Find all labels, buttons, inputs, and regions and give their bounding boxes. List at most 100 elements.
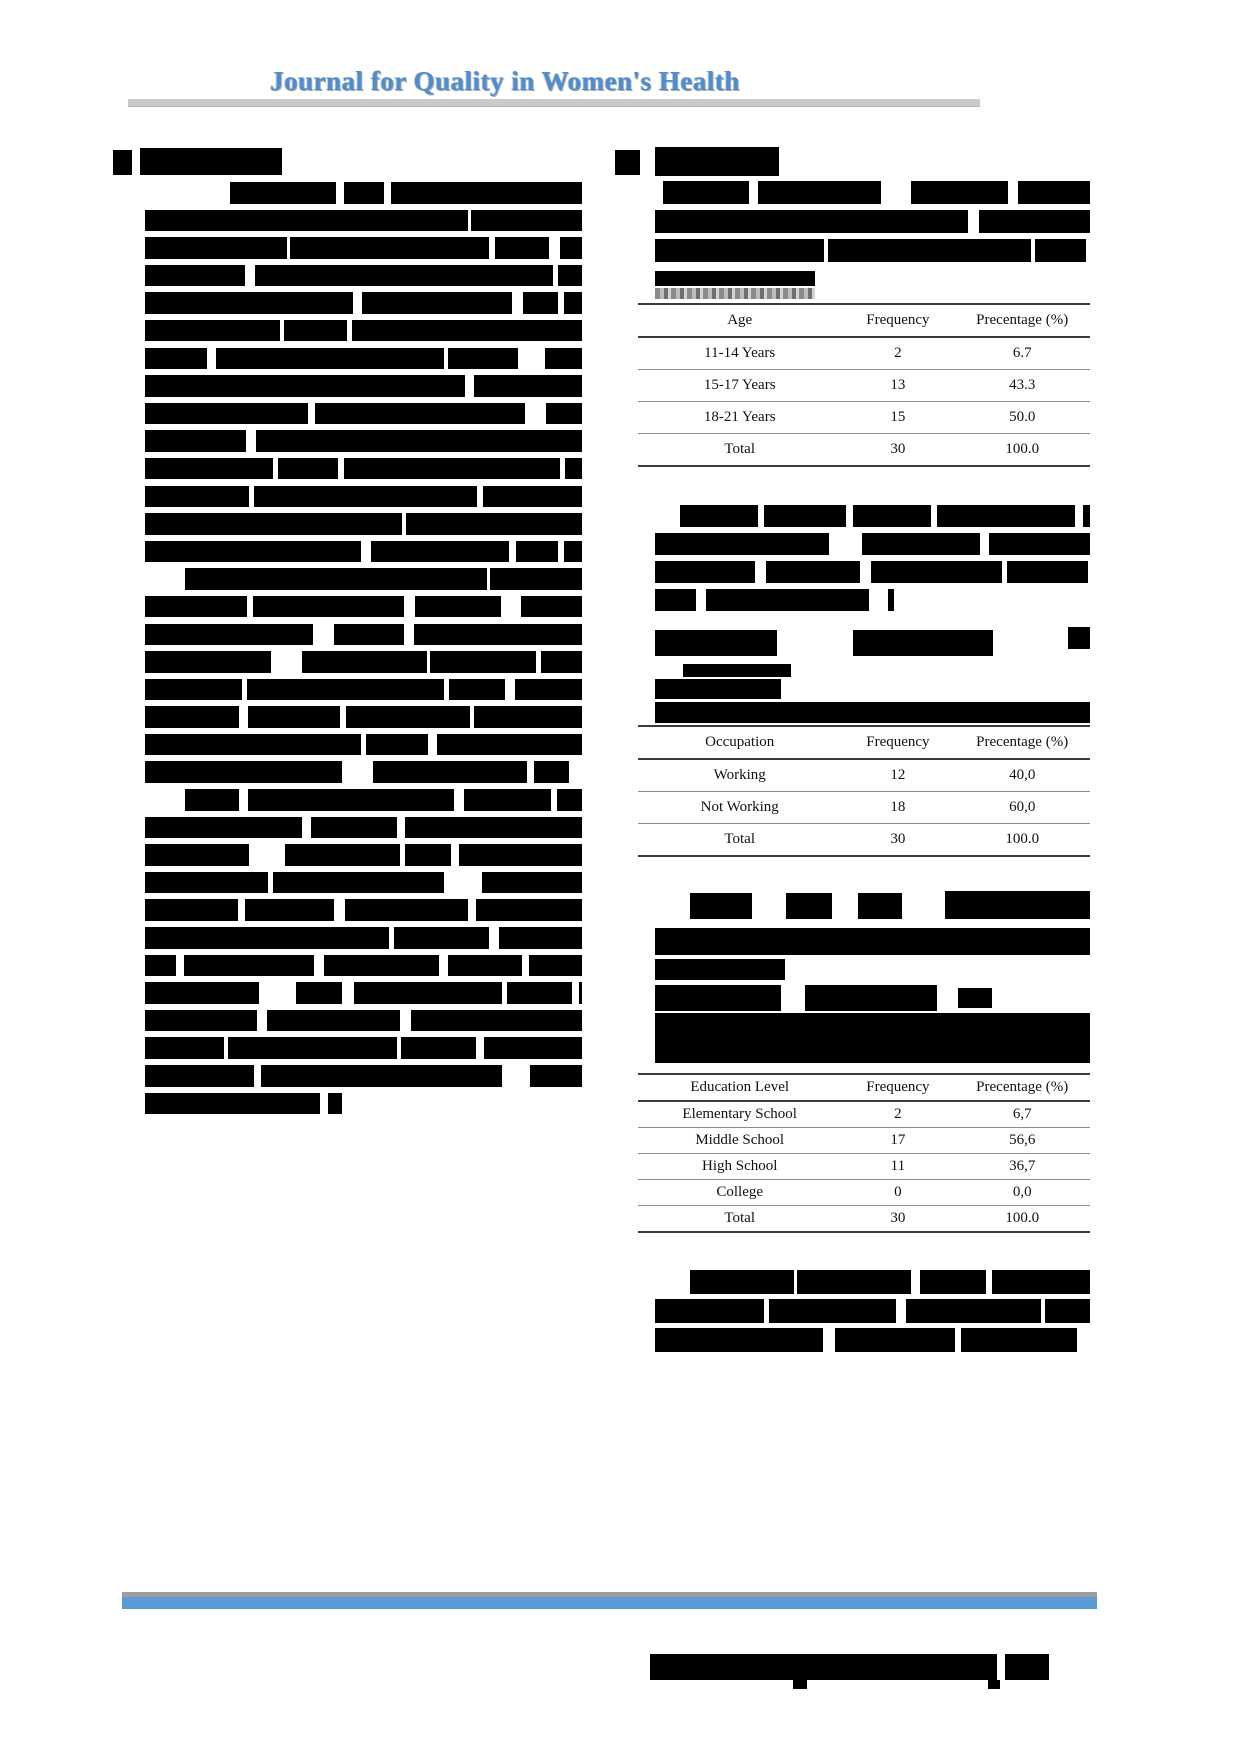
redacted-text-block [766,561,861,583]
table-row: High School 11 36,7 [638,1154,1090,1180]
table-row: 11-14 Years 2 6.7 [638,337,1090,370]
redacted-text-block [437,733,504,756]
redacted-text-block [145,375,260,397]
redacted-text-block [762,1328,823,1352]
redacted-text-block [828,239,941,262]
redacted-text-block [351,264,485,287]
redacted-text-block [655,1299,764,1323]
table-header-row: Age Frequency Precentage (%) [638,304,1090,337]
redacted-text-block [323,871,444,894]
footer-citation-redacted [650,1654,997,1680]
redacted-text-block [529,1065,582,1087]
table1-caption-redacted [655,271,815,286]
redacted-text-block [290,237,414,259]
redacted-text-block [256,430,372,452]
redacted-text-block [534,761,569,783]
column-header: Precentage (%) [976,312,1069,328]
redacted-text-block [463,789,551,811]
table-cell: 6,7 [1012,1106,1032,1122]
redacted-text-block [296,982,342,1004]
page-number-redacted [1005,1654,1049,1680]
table-cell: 40,0 [1009,767,1036,783]
redacted-text-block [371,430,409,452]
redacted-text-block [522,292,559,314]
redacted-text-block [473,375,515,397]
left-column-redacted-text [145,182,582,1120]
redacted-text-block [495,237,549,259]
redacted-text-block [484,264,553,287]
redacted-text-block [521,595,582,618]
redacted-text-block [545,347,582,370]
column-header: Precentage (%) [976,734,1069,750]
redacted-text-block [475,899,572,921]
redacted-text-block [489,568,568,590]
column-header: Age [727,312,753,328]
redacted-line [145,457,582,480]
redacted-text-block [185,789,239,811]
journal-title: Journal for Quality in Women's Health [270,66,740,96]
redacted-text-block [354,209,468,232]
redacted-text-block [778,210,873,233]
left-section-heading-redacted [140,148,282,175]
table-row: College 0 0,0 [638,1180,1090,1206]
table-cell: 2 [894,1106,902,1122]
redacted-line [145,761,582,783]
redacted-text-block [145,430,246,452]
table-header-row: Education Level Frequency Precentage (%) [638,1074,1090,1101]
redacted-line [145,485,582,508]
redacted-line [145,844,582,866]
table-cell: 6.7 [1012,345,1032,361]
redacted-text-block [937,505,1035,527]
table-cell: Working [713,767,766,783]
redacted-text-block [852,505,932,527]
column-header: Frequency [866,312,930,328]
redacted-text-block [344,182,384,204]
column-header: Education Level [690,1079,790,1095]
redacted-text-block [214,513,332,535]
redacted-text-block [319,678,372,701]
redacted-text-block [145,1065,255,1087]
redacted-text-block [295,485,380,508]
redacted-text-block [343,457,458,480]
redacted-text-block [560,733,582,756]
redacted-text-block [507,982,573,1004]
redacted-line [655,505,1090,527]
redacted-text-block [400,1037,477,1059]
redacted-line [145,1065,582,1087]
redacted-text-block [945,891,1090,919]
redacted-text-block [230,182,336,204]
table-cell: 50.0 [1009,409,1036,425]
left-section-number-redacted [113,150,132,175]
redacted-text-block [351,319,467,342]
redacted-text-block [284,844,400,866]
redacted-text-block [145,706,239,728]
redacted-text-block [565,457,582,480]
redacted-text-block [793,1680,807,1689]
redacted-text-block [571,899,582,921]
redacted-text-block [145,623,221,645]
redacted-text-block [204,237,287,259]
redacted-text-block [683,664,791,677]
redacted-text-block [246,678,320,701]
redacted-text-block [474,706,505,728]
redacted-text-block [541,816,582,839]
redacted-text-block [1034,505,1076,527]
redacted-text-block [284,292,354,314]
education-level-distribution-table: Education Level Frequency Precentage (%) El… [638,1073,1090,1233]
redacted-text-block [655,1328,763,1352]
redacted-text-block [690,1270,794,1294]
redacted-text-block [365,733,429,756]
redacted-line [145,402,582,425]
redacted-line [145,623,582,645]
redacted-text-block [704,210,779,233]
redacted-text-block [449,678,506,701]
redacted-text-block [559,237,582,259]
redacted-text-block [145,678,243,701]
redacted-line [145,899,582,921]
redacted-text-block [563,292,582,314]
redacted-text-block [861,533,981,555]
redacted-text-block [323,954,439,977]
redacted-text-block [763,505,847,527]
redacted-text-block [482,871,551,894]
redacted-text-block [259,816,302,839]
